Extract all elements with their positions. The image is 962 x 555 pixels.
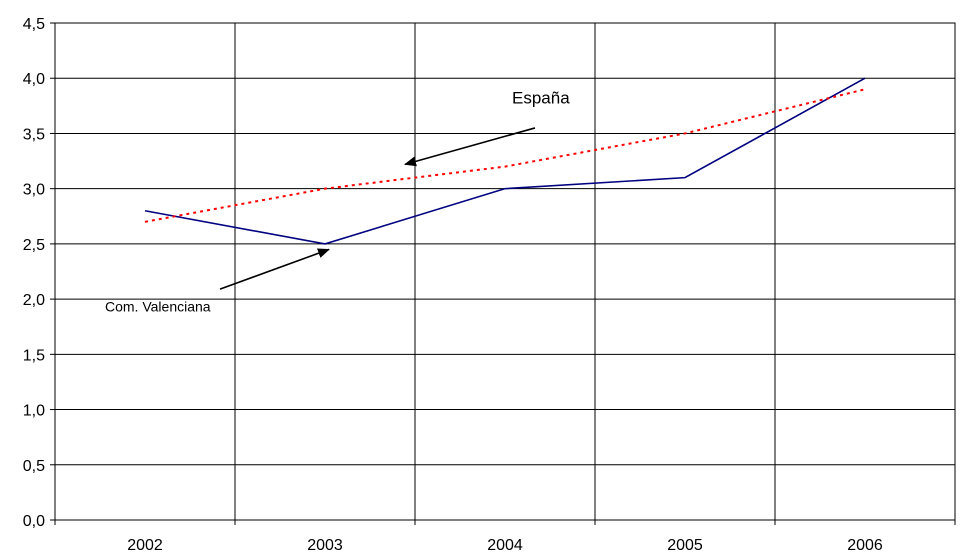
y-tick-label: 3,0: [23, 182, 45, 199]
x-tick-label: 2003: [307, 537, 343, 554]
series-group: [144, 77, 866, 245]
y-tick-label: 4,0: [23, 71, 45, 88]
y-tick-label: 2,0: [23, 292, 45, 309]
y-tick-label: 0,0: [23, 513, 45, 530]
x-tick-label: 2006: [847, 537, 883, 554]
y-tick-label: 4,5: [23, 16, 45, 33]
x-tick-label: 2005: [667, 537, 703, 554]
y-tick-label: 1,0: [23, 403, 45, 420]
annotations: España Com. Valenciana: [105, 89, 570, 315]
annotation-arrow-com-valenciana: [219, 248, 330, 290]
y-tick-label: 1,5: [23, 347, 45, 364]
grid: [55, 22, 955, 521]
annotation-label-espana: España: [512, 89, 570, 108]
y-tick-label: 2,5: [23, 237, 45, 254]
annotation-label-com-valenciana: Com. Valenciana: [105, 298, 211, 314]
y-tick-label: 0,5: [23, 458, 45, 475]
series-line-com-valenciana: [144, 77, 866, 245]
axes: 0,0 0,5 1,0 1,5 2,0 2,5 3,0 3,5 4,0 4,5 2002 2003 20…: [23, 16, 956, 554]
plot-area-border: [54, 22, 956, 521]
x-tick-label: 2002: [127, 537, 163, 554]
annotation-arrow-espana: [404, 127, 536, 167]
series-line-espana: [144, 88, 866, 223]
y-tick-label: 3,5: [23, 126, 45, 143]
x-tick-label: 2004: [487, 537, 523, 554]
